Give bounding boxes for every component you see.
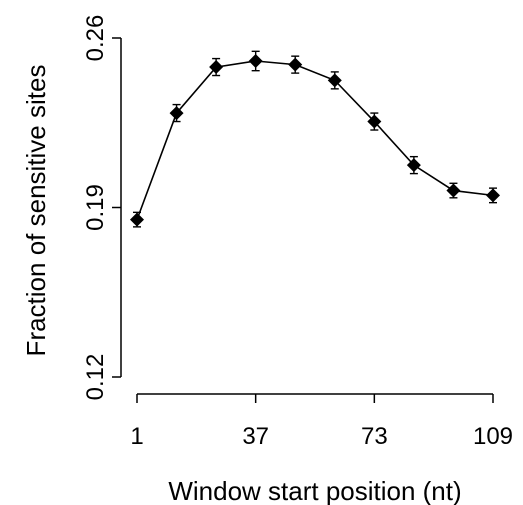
x-tick-label: 109 [473, 423, 513, 450]
data-points [130, 54, 500, 227]
series-line [136, 60, 494, 220]
data-point [406, 158, 421, 173]
y-ticks: 0.12 0.19 0.26 [82, 15, 121, 401]
data-point [446, 183, 461, 198]
data-point [130, 212, 144, 227]
data-point [248, 54, 263, 69]
x-tick-label: 37 [242, 423, 269, 450]
y-tick-label: 0.19 [82, 184, 109, 231]
x-axis-label: Window start position (nt) [168, 476, 461, 505]
data-point [367, 114, 382, 129]
data-point [288, 57, 303, 72]
y-tick-label: 0.26 [82, 15, 109, 62]
error-bars [133, 50, 497, 228]
data-point [169, 106, 184, 121]
x-tick-label: 1 [130, 423, 143, 450]
x-ticks: 1 37 73 109 [130, 394, 513, 450]
y-tick-label: 0.12 [82, 354, 109, 401]
axes: 0.12 0.19 0.26 1 37 73 109 [82, 15, 513, 450]
y-axis-label: Fraction of sensitive sites [21, 65, 51, 357]
data-point [209, 60, 224, 75]
data-point [327, 73, 342, 88]
data-point [486, 188, 500, 203]
x-tick-label: 73 [361, 423, 388, 450]
